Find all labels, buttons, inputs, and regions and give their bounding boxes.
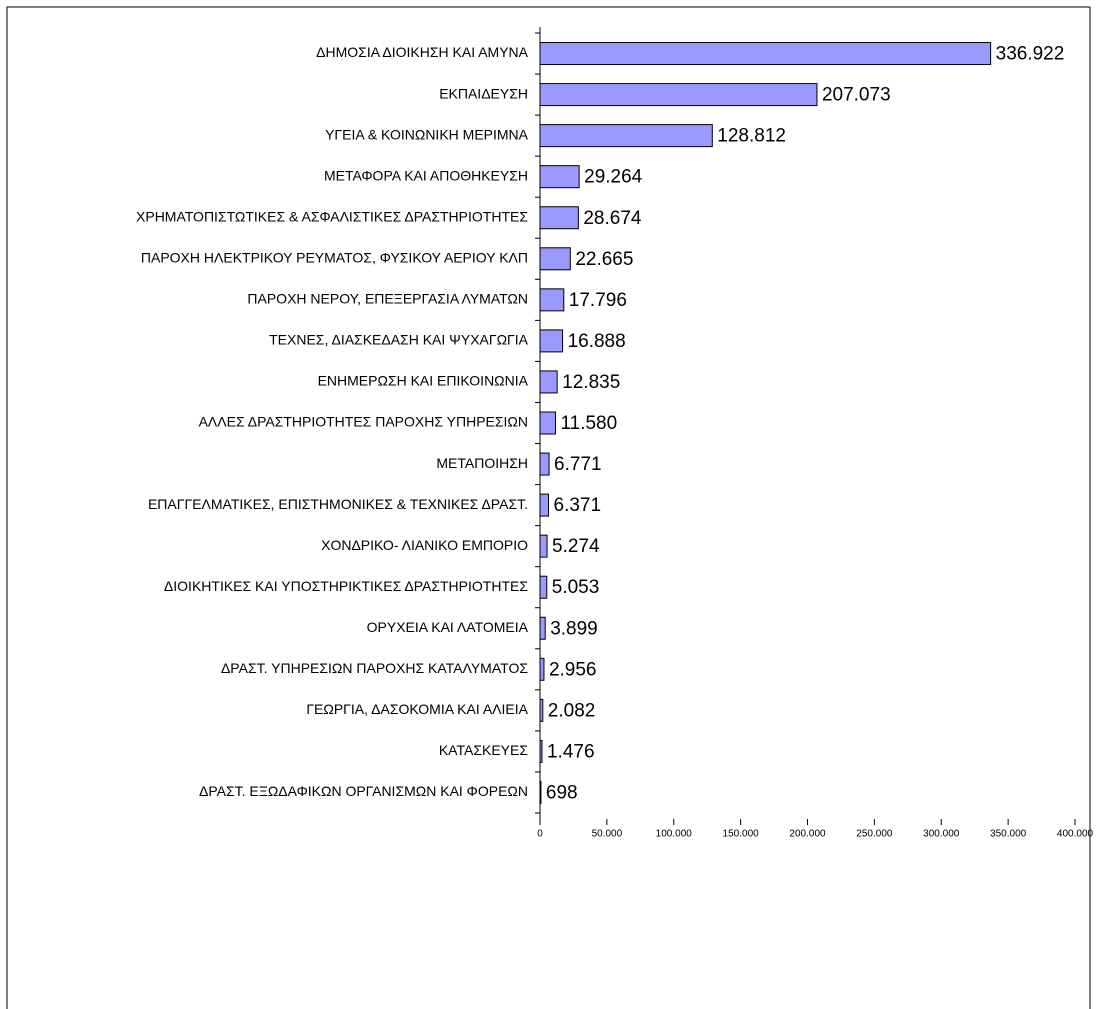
- bar: [539, 452, 550, 476]
- x-tick-label: 0: [537, 829, 543, 840]
- value-label: 28.674: [583, 208, 642, 229]
- value-label: 1.476: [547, 741, 595, 762]
- value-label: 128.812: [717, 126, 786, 147]
- bar: [539, 616, 546, 640]
- value-label: 5.053: [552, 577, 600, 598]
- value-label: 336.922: [996, 44, 1065, 65]
- y-tick-label: ΜΕΤΑΠΟΙΗΣΗ: [436, 455, 528, 471]
- bar: [539, 575, 548, 599]
- x-tick-label: 50.000: [592, 829, 623, 840]
- value-label: 11.580: [560, 413, 617, 434]
- y-tick-label: ΕΠΑΓΓΕΛΜΑΤΙΚΕΣ, ΕΠΙΣΤΗΜΟΝΙΚΕΣ & ΤΕΧΝΙΚΕΣ…: [148, 496, 528, 512]
- bar: [539, 124, 713, 148]
- bar: [539, 534, 548, 558]
- y-tick-label: ΔΗΜΟΣΙΑ ΔΙΟΙΚΗΣΗ ΚΑΙ ΑΜΥΝΑ: [316, 44, 528, 60]
- bar: [539, 288, 565, 312]
- y-tick-label: ΔΙΟΙΚΗΤΙΚΕΣ ΚΑΙ ΥΠΟΣΤΗΡΙΚΤΙΚΕΣ ΔΡΑΣΤΗΡΙΟ…: [164, 578, 528, 594]
- x-tick-label: 400.000: [1057, 829, 1094, 840]
- value-label: 207.073: [822, 85, 891, 106]
- bar: [539, 165, 580, 189]
- y-tick-label: ΠΑΡΟΧΗ ΝΕΡΟΥ, ΕΠΕΞΕΡΓΑΣΙΑ ΛΥΜΑΤΩΝ: [247, 291, 528, 307]
- value-label: 2.082: [548, 700, 596, 721]
- y-tick-label: ΥΓΕΙΑ & ΚΟΙΝΩΝΙΚΗ ΜΕΡΙΜΝΑ: [325, 126, 529, 142]
- bar: [539, 83, 818, 107]
- value-label: 3.899: [550, 618, 598, 639]
- bar: [539, 657, 545, 681]
- bar: [539, 329, 564, 353]
- value-label: 29.264: [584, 167, 643, 188]
- x-tick-label: 250.000: [856, 829, 893, 840]
- bar: [539, 42, 992, 66]
- y-tick-label: ΔΡΑΣΤ. ΕΞΩΔΑΦΙΚΩΝ ΟΡΓΑΝΙΣΜΩΝ ΚΑΙ ΦΟΡΕΩΝ: [199, 783, 528, 799]
- value-label: 12.835: [562, 372, 620, 393]
- y-tick-label: ΔΡΑΣΤ. ΥΠΗΡΕΣΙΩΝ ΠΑΡΟΧΗΣ ΚΑΤΑΛΥΜΑΤΟΣ: [221, 660, 528, 676]
- y-tick-label: ΕΚΠΑΙΔΕΥΣΗ: [439, 85, 528, 101]
- value-label: 6.771: [554, 454, 602, 475]
- bar: [539, 411, 556, 435]
- value-label: 16.888: [568, 331, 626, 352]
- x-tick-label: 100.000: [656, 829, 693, 840]
- y-tick-label: ΟΡΥΧΕΙΑ ΚΑΙ ΛΑΤΟΜΕΙΑ: [367, 619, 529, 635]
- value-label: 2.956: [549, 659, 597, 680]
- x-tick-label: 300.000: [923, 829, 960, 840]
- y-tick-label: ΧΟΝΔΡΙΚΟ- ΛΙΑΝΙΚΟ ΕΜΠΟΡΙΟ: [321, 537, 528, 553]
- y-tick-label: ΧΡΗΜΑΤΟΠΙΣΤΩΤΙΚΕΣ & ΑΣΦΑΛΙΣΤΙΚΕΣ ΔΡΑΣΤΗΡ…: [136, 208, 528, 224]
- bar: [539, 739, 543, 763]
- bar: [539, 206, 579, 230]
- value-label: 6.371: [554, 495, 602, 516]
- chart-frame: [6, 6, 1091, 1009]
- bar: [539, 780, 542, 804]
- x-tick-label: 150.000: [723, 829, 760, 840]
- x-tick-label: 200.000: [789, 829, 826, 840]
- bar: [539, 370, 558, 394]
- bar: [539, 247, 571, 271]
- y-tick-label: ΓΕΩΡΓΙΑ, ΔΑΣΟΚΟΜΙΑ ΚΑΙ ΑΛΙΕΙΑ: [306, 701, 528, 717]
- bar: [539, 493, 550, 517]
- bar: [539, 698, 544, 722]
- y-tick-label: ΕΝΗΜΕΡΩΣΗ ΚΑΙ ΕΠΙΚΟΙΝΩΝΙΑ: [318, 373, 529, 389]
- value-label: 17.796: [569, 290, 627, 311]
- value-label: 5.274: [552, 536, 600, 557]
- value-label: 698: [546, 782, 578, 803]
- value-label: 22.665: [575, 249, 633, 270]
- x-tick-label: 350.000: [990, 829, 1027, 840]
- y-tick-label: ΑΛΛΕΣ ΔΡΑΣΤΗΡΙΟΤΗΤΕΣ ΠΑΡΟΧΗΣ ΥΠΗΡΕΣΙΩΝ: [199, 414, 528, 430]
- y-tick-label: ΤΕΧΝΕΣ, ΔΙΑΣΚΕΔΑΣΗ ΚΑΙ ΨΥΧΑΓΩΓΙΑ: [269, 332, 529, 348]
- y-tick-label: ΜΕΤΑΦΟΡΑ ΚΑΙ ΑΠΟΘΗΚΕΥΣΗ: [324, 167, 528, 183]
- y-tick-label: ΚΑΤΑΣΚΕΥΕΣ: [439, 742, 528, 758]
- y-tick-label: ΠΑΡΟΧΗ ΗΛΕΚΤΡΙΚΟΥ ΡΕΥΜΑΤΟΣ, ΦΥΣΙΚΟΥ ΑΕΡΙ…: [141, 249, 528, 265]
